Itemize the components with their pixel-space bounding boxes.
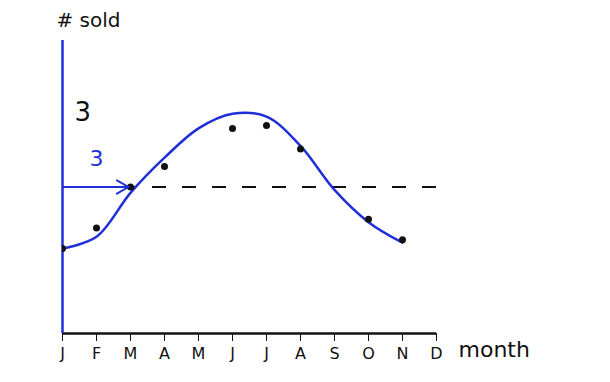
svg-text:3: 3 — [90, 146, 104, 171]
svg-text:M: M — [192, 344, 206, 363]
svg-text:A: A — [159, 344, 170, 363]
svg-text:J: J — [263, 344, 269, 363]
svg-text:J: J — [59, 344, 65, 363]
svg-text:A: A — [295, 344, 306, 363]
svg-text:month: month — [459, 337, 530, 362]
svg-text:M: M — [124, 344, 138, 363]
svg-text:3: 3 — [75, 97, 92, 127]
svg-text:D: D — [430, 344, 442, 363]
svg-text:F: F — [92, 344, 101, 363]
svg-text:# sold: # sold — [57, 8, 121, 32]
svg-text:S: S — [329, 344, 339, 363]
svg-text:J: J — [229, 344, 235, 363]
svg-text:O: O — [362, 344, 375, 363]
svg-text:N: N — [397, 344, 409, 363]
